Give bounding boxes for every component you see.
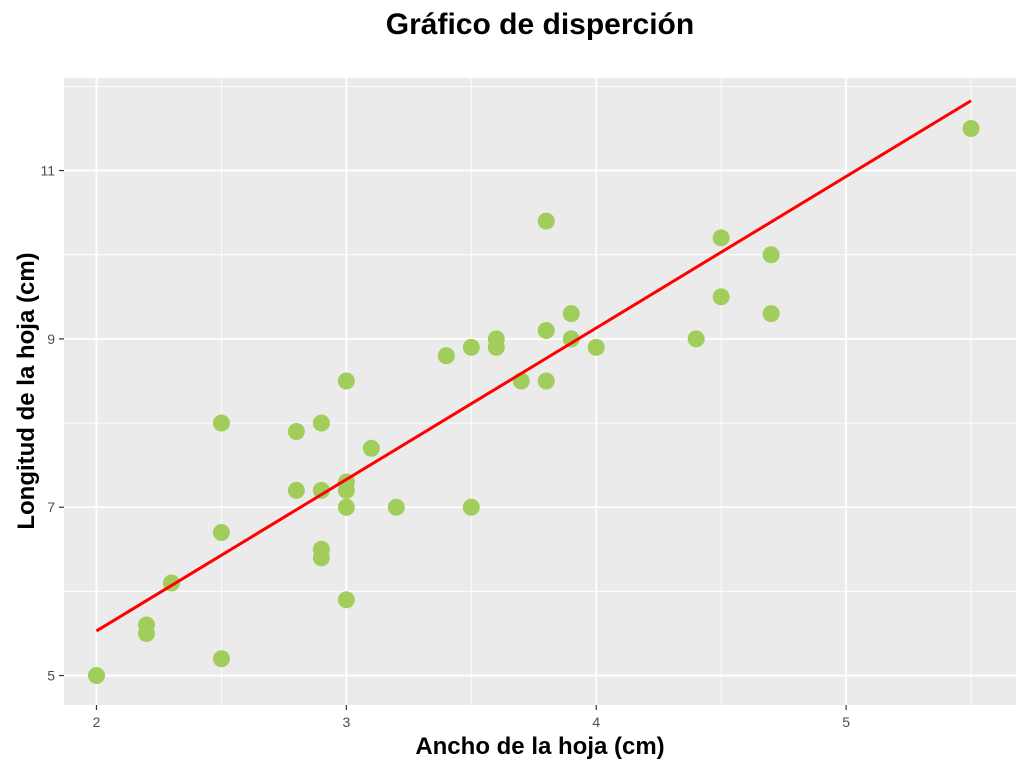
data-point: [287, 422, 305, 440]
data-point: [562, 305, 580, 323]
data-point: [712, 229, 730, 247]
data-point: [537, 321, 555, 339]
data-point: [762, 305, 780, 323]
x-tick-label: 5: [842, 714, 850, 730]
x-axis-title: Ancho de la hoja (cm): [415, 733, 664, 760]
x-tick-label: 2: [93, 714, 101, 730]
data-point: [337, 372, 355, 390]
chart-title: Gráfico de disperción: [386, 8, 694, 41]
data-point: [537, 372, 555, 390]
data-point: [537, 212, 555, 230]
y-tick-label: 9: [47, 331, 55, 347]
x-tick-label: 3: [342, 714, 350, 730]
data-point: [312, 414, 330, 432]
y-tick-label: 5: [47, 668, 55, 684]
x-axis-ticks: 2 3 4 5: [93, 705, 850, 730]
data-point: [962, 119, 980, 137]
data-point: [212, 523, 230, 541]
trend-line-group: [95, 99, 972, 633]
data-point: [387, 498, 405, 516]
y-tick-label: 11: [40, 163, 55, 179]
plot-panel: [64, 78, 1016, 705]
y-axis-title: Longitud de la hoja (cm): [13, 252, 40, 529]
data-point: [312, 481, 330, 499]
data-point: [362, 439, 380, 457]
data-point: [687, 330, 705, 348]
data-point: [712, 288, 730, 306]
data-point: [437, 347, 455, 365]
data-point: [587, 338, 605, 356]
data-point: [137, 616, 155, 634]
data-point: [562, 330, 580, 348]
data-point: [337, 591, 355, 609]
y-axis-ticks: 5 7 9 11: [40, 163, 64, 684]
data-point: [462, 498, 480, 516]
x-tick-label: 4: [592, 714, 600, 730]
data-point: [312, 540, 330, 558]
data-point: [337, 498, 355, 516]
data-point: [487, 330, 505, 348]
trend-line: [95, 99, 972, 633]
data-point: [462, 338, 480, 356]
data-point: [212, 414, 230, 432]
data-points: [87, 119, 980, 685]
data-point: [762, 246, 780, 264]
data-point: [212, 650, 230, 668]
y-tick-label: 7: [47, 499, 55, 515]
data-point: [87, 667, 105, 685]
data-point: [287, 481, 305, 499]
